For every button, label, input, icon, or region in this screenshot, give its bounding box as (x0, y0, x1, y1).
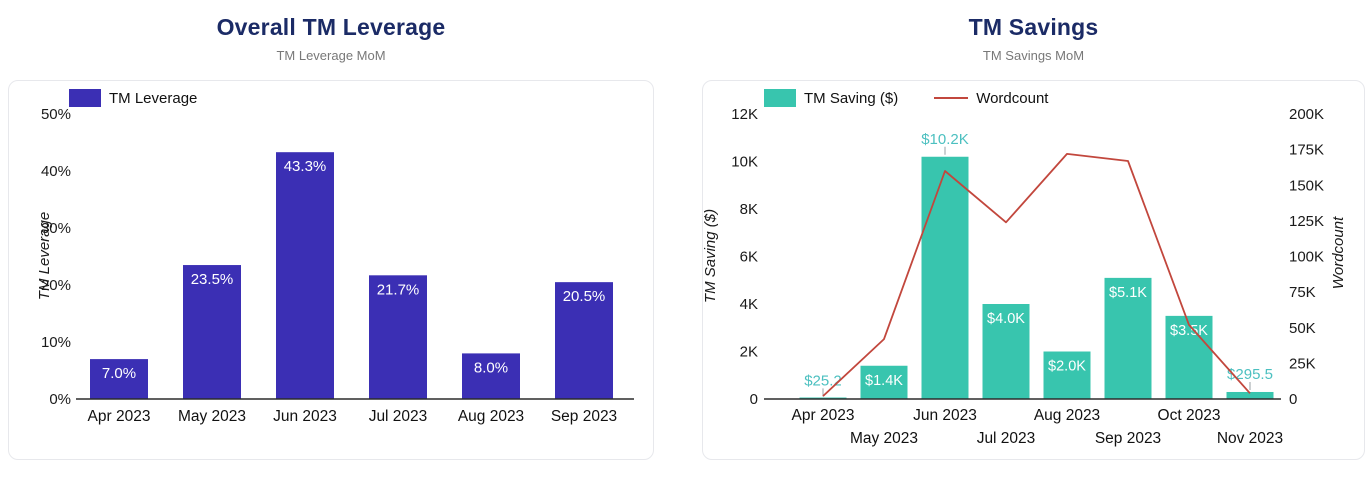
bar-value-label: $295.5 (1227, 366, 1273, 383)
x-tick-label: Sep 2023 (551, 408, 617, 425)
y-tick-label: 10% (41, 334, 71, 351)
savings-chart-title: TM Savings (968, 14, 1099, 40)
bar-value-label: $1.4K (865, 373, 903, 389)
saving-bar (1226, 391, 1274, 399)
right-y-tick-label: 175K (1289, 142, 1324, 159)
leverage-chart-card: 0% 10% 20% 30% 40% 50% TM Leverage 7.0% Apr 2023… (8, 80, 654, 460)
y-tick-label: 30% (41, 220, 71, 237)
bar-value-label: 23.5% (191, 271, 234, 288)
x-tick-label: Jun 2023 (273, 408, 337, 425)
saving-bar (1165, 315, 1213, 399)
right-y-tick-label: 200K (1289, 106, 1324, 123)
bar-value-label: 21.7% (377, 281, 420, 298)
legend-item-wordcount[interactable]: Wordcount (934, 90, 1048, 107)
leverage-bar-chart: 0% 10% 20% 30% 40% 50% TM Leverage 7.0% Apr 2023… (36, 106, 634, 425)
saving-bar (982, 304, 1030, 399)
y-tick-label: 20% (41, 277, 71, 294)
x-tick-label: Apr 2023 (88, 408, 151, 425)
leverage-chart-title: Overall TM Leverage (216, 14, 446, 40)
savings-legend: TM Saving ($) Wordcount (764, 89, 1084, 107)
legend-label: TM Saving ($) (804, 89, 899, 107)
y-axis-title: TM Leverage (36, 212, 53, 300)
wordcount-line-swatch-icon (934, 97, 969, 99)
x-tick-label: Aug 2023 (458, 408, 524, 425)
x-tick-label: May 2023 (850, 430, 918, 447)
bar-value-label: $5.1K (1109, 285, 1147, 301)
right-y-tick-label: 150K (1289, 177, 1324, 194)
left-y-tick-label: 12K (731, 106, 758, 123)
left-y-tick-label: 0 (750, 391, 758, 408)
left-y-tick-label: 2K (740, 344, 758, 361)
bar-value-label: $10.2K (921, 131, 969, 148)
bar-value-label: 8.0% (474, 359, 508, 376)
leverage-legend: TM Leverage (69, 89, 233, 107)
x-tick-label: Jun 2023 (913, 407, 977, 424)
savings-chart-subtitle: TM Savings MoM (982, 48, 1085, 63)
bar-value-label: $2.0K (1048, 359, 1086, 375)
leverage-bar (369, 275, 427, 399)
tm-leverage-swatch-icon (69, 89, 101, 107)
y-tick-label: 0% (49, 391, 71, 408)
x-tick-label: Sep 2023 (1095, 430, 1161, 447)
x-tick-label: Nov 2023 (1217, 430, 1283, 447)
left-y-tick-label: 6K (740, 249, 758, 266)
wordcount-line (822, 153, 1251, 397)
bar-value-label: 43.3% (284, 158, 327, 175)
leverage-chart-subtitle: TM Leverage MoM (276, 48, 386, 63)
x-tick-label: May 2023 (178, 408, 246, 425)
leverage-chart-header: Overall TM Leverage TM Leverage MoM (8, 14, 654, 63)
y-tick-label: 50% (41, 106, 71, 123)
savings-chart-card: 0 2K 4K 6K 8K 10K 12K 0 25K 50K 75K 100K 125K 150K 175… (702, 80, 1365, 460)
right-y-tick-label: 75K (1289, 284, 1316, 301)
y-tick-label: 40% (41, 163, 71, 180)
right-y-tick-label: 50K (1289, 320, 1316, 337)
saving-bar (921, 156, 969, 399)
x-tick-label: Jul 2023 (977, 430, 1036, 447)
left-y-tick-label: 4K (740, 296, 758, 313)
left-y-tick-label: 8K (740, 201, 758, 218)
leverage-bar (183, 265, 241, 399)
savings-combo-chart: 0 2K 4K 6K 8K 10K 12K 0 25K 50K 75K 100K 125K 150K 175… (703, 106, 1347, 447)
leverage-bar (462, 353, 520, 399)
legend-label: TM Leverage (109, 89, 198, 107)
right-y-axis-title: Wordcount (1330, 216, 1347, 289)
bar-value-label: 20.5% (563, 288, 606, 305)
savings-chart-header: TM Savings TM Savings MoM (702, 14, 1365, 63)
x-tick-label: Jul 2023 (369, 408, 428, 425)
leverage-bar (555, 282, 613, 399)
bar-value-label: 7.0% (102, 365, 136, 382)
x-tick-label: Apr 2023 (792, 407, 855, 424)
bar-value-label: $4.0K (987, 311, 1025, 327)
left-y-tick-label: 10K (731, 154, 758, 171)
leverage-bar (90, 359, 148, 399)
tm-saving-swatch-icon (764, 89, 796, 107)
bar-value-label: $25.2 (804, 372, 842, 389)
right-y-tick-label: 100K (1289, 249, 1324, 266)
right-y-tick-label: 125K (1289, 213, 1324, 230)
saving-bar (860, 365, 908, 399)
x-tick-label: Aug 2023 (1034, 407, 1100, 424)
leverage-bar (276, 152, 334, 399)
left-y-axis-title: TM Saving ($) (703, 209, 719, 303)
x-tick-label: Oct 2023 (1158, 407, 1221, 424)
saving-bar (1104, 277, 1152, 399)
legend-item-tm-saving[interactable]: TM Saving ($) (764, 89, 898, 107)
saving-bar (1043, 351, 1091, 399)
legend-label: Wordcount (976, 89, 1049, 107)
legend-item-tm-leverage[interactable]: TM Leverage (69, 89, 197, 107)
right-y-tick-label: 25K (1289, 355, 1316, 372)
right-y-tick-label: 0 (1289, 391, 1297, 408)
